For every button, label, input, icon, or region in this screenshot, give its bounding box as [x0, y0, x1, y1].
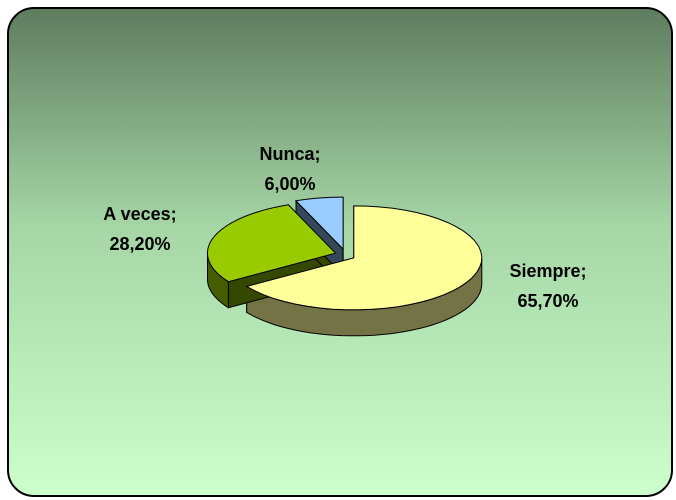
slice [245, 205, 483, 311]
slice-value-label: 28,20% [109, 234, 170, 254]
slice [294, 196, 344, 251]
slice-label: Nunca; [259, 144, 320, 164]
slice-label: A veces; [103, 204, 176, 224]
slice-value-label: 65,70% [517, 291, 578, 311]
slice-label: Siempre; [509, 261, 586, 281]
slice [206, 204, 337, 283]
slice-value-label: 6,00% [264, 174, 315, 194]
pie [206, 196, 483, 337]
